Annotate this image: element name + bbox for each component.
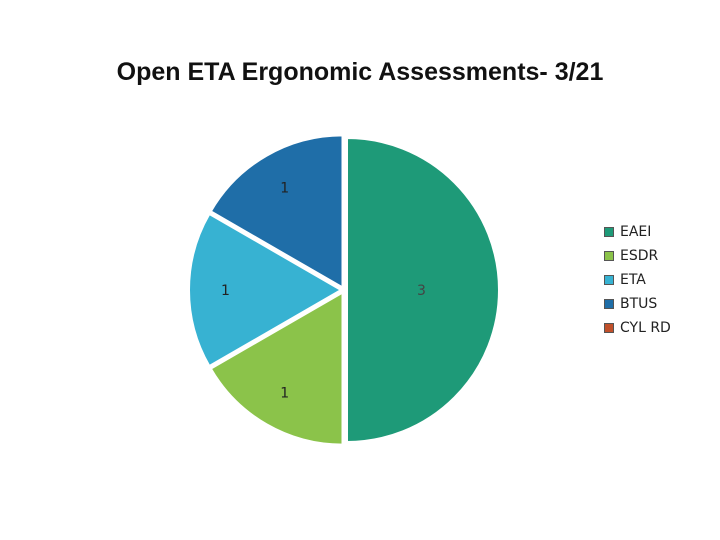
legend-label-cyl-rd: CYL RD: [620, 320, 671, 336]
legend-swatch-eaei: [604, 227, 614, 237]
legend-item-cyl-rd: CYL RD: [604, 316, 671, 340]
data-label-btus: 1: [280, 180, 289, 196]
legend-item-esdr: ESDR: [604, 244, 671, 268]
pie-slice-eta: [188, 212, 344, 368]
pie-slices: [188, 134, 500, 446]
data-label-esdr: 1: [280, 386, 289, 402]
pie-data-labels: 3 1 1 1: [221, 180, 426, 401]
legend-label-btus: BTUS: [620, 296, 658, 312]
pie-slice-eaei: [346, 136, 500, 444]
legend-swatch-btus: [604, 299, 614, 309]
legend-label-eta: ETA: [620, 272, 646, 288]
legend-swatch-cyl-rd: [604, 323, 614, 333]
legend-label-esdr: ESDR: [620, 248, 659, 264]
legend-swatch-esdr: [604, 251, 614, 261]
legend-item-eta: ETA: [604, 268, 671, 292]
legend: EAEI ESDR ETA BTUS CYL RD: [604, 220, 671, 340]
chart-title: Open ETA Ergonomic Assessments- 3/21: [116, 58, 604, 86]
legend-item-btus: BTUS: [604, 292, 671, 316]
pie-slice-btus: [209, 134, 344, 290]
pie-slice-esdr: [209, 290, 344, 446]
data-label-eaei: 3: [417, 283, 426, 299]
data-label-eta: 1: [221, 283, 230, 299]
legend-swatch-eta: [604, 275, 614, 285]
legend-label-eaei: EAEI: [620, 224, 652, 240]
legend-item-eaei: EAEI: [604, 220, 671, 244]
